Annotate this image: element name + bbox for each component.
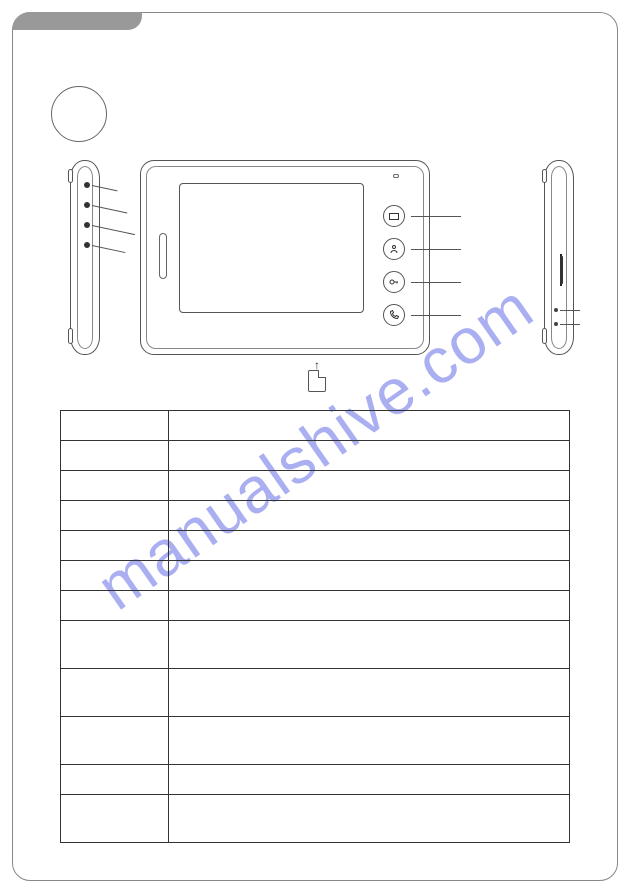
talk-icon xyxy=(388,309,400,321)
table-row xyxy=(61,669,570,717)
front-button-leader-line xyxy=(411,216,461,217)
table-cell-label xyxy=(61,471,169,501)
specification-table xyxy=(60,410,570,843)
side-left-dot xyxy=(84,202,90,208)
top-indicator xyxy=(393,174,399,178)
table-row xyxy=(61,561,570,591)
speaker-slit xyxy=(159,233,167,279)
table-row xyxy=(61,591,570,621)
side-left-bottom-notch xyxy=(68,328,73,344)
table-cell-label xyxy=(61,531,169,561)
side-left-body xyxy=(70,160,100,355)
side-right-leader-line xyxy=(560,310,580,311)
side-left-dot xyxy=(84,242,90,248)
table-row xyxy=(61,717,570,765)
device-front-view xyxy=(140,160,430,355)
table-cell-value xyxy=(169,411,570,441)
front-button-leader-line xyxy=(411,282,461,283)
table-row xyxy=(61,621,570,669)
table-row xyxy=(61,441,570,471)
side-left-dot xyxy=(84,222,90,228)
monitor-button-3 xyxy=(383,271,405,293)
table-cell-value xyxy=(169,471,570,501)
table-cell-label xyxy=(61,411,169,441)
device-side-right-view xyxy=(544,160,574,355)
side-left-top-notch xyxy=(68,169,73,183)
side-right-top-notch xyxy=(542,169,547,183)
front-button-leader-line xyxy=(411,315,461,316)
table-cell-value xyxy=(169,717,570,765)
monitor-icon xyxy=(389,213,399,220)
table-row xyxy=(61,411,570,441)
monitor-button-4 xyxy=(383,304,405,326)
table-row xyxy=(61,795,570,843)
side-right-marker-dot xyxy=(554,308,558,312)
front-button-leader-line xyxy=(411,249,461,250)
side-right-body xyxy=(544,160,574,355)
side-left-dot xyxy=(84,182,90,188)
table-cell-label xyxy=(61,501,169,531)
table-cell-value xyxy=(169,621,570,669)
unlock-icon xyxy=(388,276,400,288)
table-cell-value xyxy=(169,795,570,843)
sd-card-slot-icon xyxy=(560,254,562,286)
table-cell-label xyxy=(61,561,169,591)
monitor-button-2 xyxy=(383,238,405,260)
section-circle-marker xyxy=(51,86,107,142)
table-row xyxy=(61,765,570,795)
table-cell-label xyxy=(61,717,169,765)
monitor-screen xyxy=(179,183,364,313)
table-cell-value xyxy=(169,561,570,591)
table-cell-value xyxy=(169,591,570,621)
monitor-button-1 xyxy=(383,205,405,227)
table-cell-label xyxy=(61,795,169,843)
table-cell-label xyxy=(61,621,169,669)
device-side-left-view xyxy=(70,160,100,355)
table-cell-value xyxy=(169,501,570,531)
side-right-leader-line xyxy=(560,324,580,325)
side-right-bottom-notch xyxy=(542,328,547,344)
table-cell-label xyxy=(61,669,169,717)
table-cell-label xyxy=(61,765,169,795)
table-row xyxy=(61,471,570,501)
intercom-icon xyxy=(388,243,400,255)
page-tab xyxy=(12,12,142,30)
side-right-marker-dot xyxy=(554,322,558,326)
sd-card-icon xyxy=(308,370,326,392)
table-cell-value xyxy=(169,441,570,471)
table-row xyxy=(61,501,570,531)
table-cell-label xyxy=(61,441,169,471)
table-cell-value xyxy=(169,669,570,717)
table-cell-value xyxy=(169,765,570,795)
table-row xyxy=(61,531,570,561)
table-cell-value xyxy=(169,531,570,561)
table-cell-label xyxy=(61,591,169,621)
